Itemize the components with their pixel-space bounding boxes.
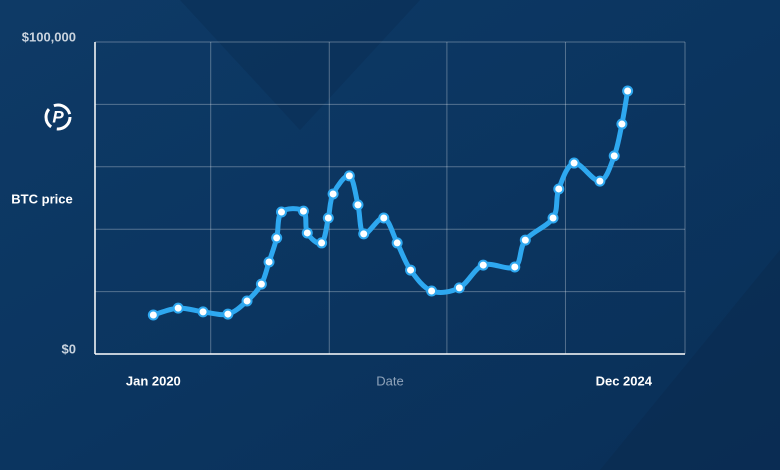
point (255, 278, 267, 290)
point (343, 170, 355, 182)
point (568, 157, 580, 169)
point (519, 234, 531, 246)
point (547, 212, 559, 224)
point (358, 228, 370, 240)
point (608, 150, 620, 162)
bg-shape (600, 250, 780, 470)
point (477, 259, 489, 271)
point (553, 183, 565, 195)
point (327, 188, 339, 200)
point (426, 285, 438, 297)
point (147, 309, 159, 321)
point (391, 237, 403, 249)
point (378, 212, 390, 224)
x-axis-label: Date (376, 373, 403, 388)
y-axis-label: BTC price (11, 191, 72, 206)
point (275, 206, 287, 218)
y-tick-label: $0 (62, 341, 76, 356)
point (172, 302, 184, 314)
x-tick-label: Jan 2020 (126, 373, 181, 388)
point (594, 175, 606, 187)
point (616, 118, 628, 130)
point (322, 212, 334, 224)
bg-shape (180, 0, 420, 130)
point (271, 232, 283, 244)
svg-text:P: P (52, 107, 64, 126)
point (509, 261, 521, 273)
x-tick-label: Dec 2024 (596, 373, 653, 388)
point (352, 199, 364, 211)
point (316, 237, 328, 249)
point (297, 205, 309, 217)
y-tick-label: $100,000 (22, 29, 76, 44)
point (405, 264, 417, 276)
point (241, 295, 253, 307)
point (453, 282, 465, 294)
point (222, 308, 234, 320)
point (301, 227, 313, 239)
point (263, 256, 275, 268)
point (197, 306, 209, 318)
point (622, 85, 634, 97)
logo: P (44, 103, 72, 131)
